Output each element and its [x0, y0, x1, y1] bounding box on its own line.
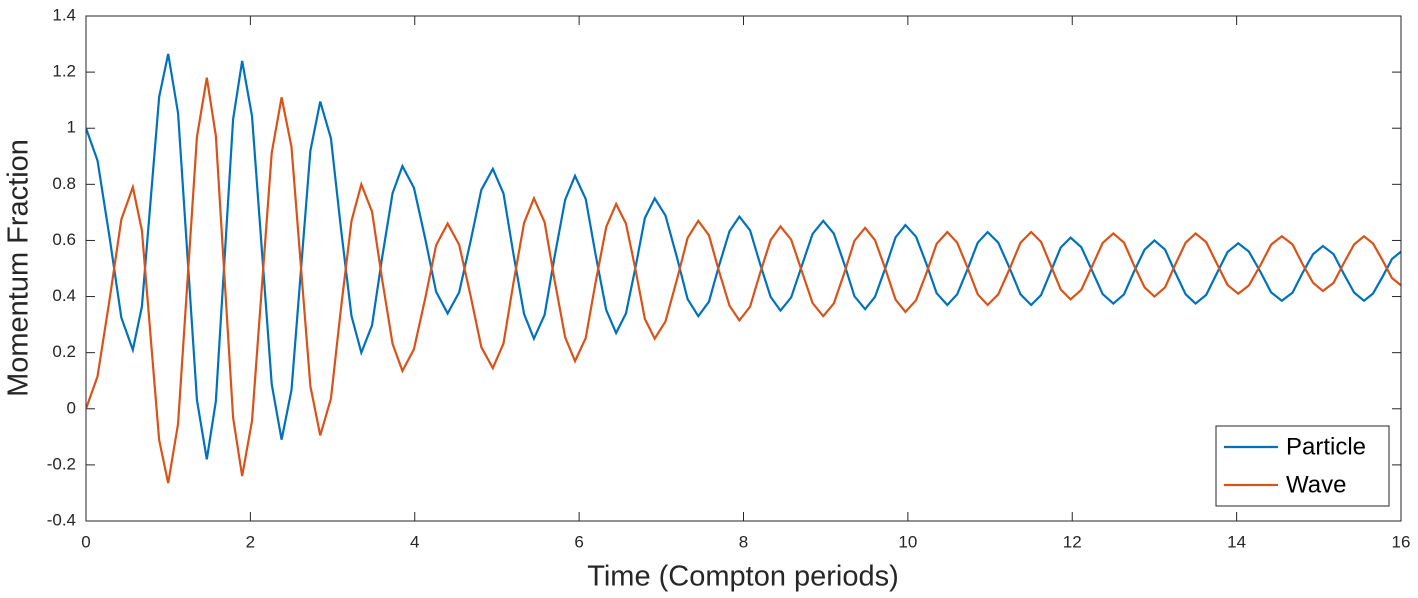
- series-line: [86, 53, 1401, 460]
- y-tick-label: -0.4: [47, 510, 76, 529]
- x-tick-label: 12: [1063, 532, 1082, 551]
- y-tick-label: 1: [67, 118, 76, 137]
- x-tick-label: 16: [1392, 532, 1411, 551]
- axes-box: [85, 15, 1402, 522]
- y-tick-label: 0.6: [52, 230, 76, 249]
- x-tick-label: 10: [898, 532, 917, 551]
- series-line: [86, 77, 1401, 484]
- legend-label: Particle: [1286, 433, 1366, 460]
- y-axis-label: Momentum Fraction: [3, 139, 35, 397]
- legend-label: Wave: [1286, 471, 1346, 498]
- x-tick-label: 8: [739, 532, 748, 551]
- x-axis-label: Time (Compton periods): [587, 561, 899, 593]
- y-tick-label: -0.2: [47, 454, 76, 473]
- y-tick-label: 0.2: [52, 342, 76, 361]
- y-tick-label: 0.8: [52, 174, 76, 193]
- x-tick-label: 6: [574, 532, 583, 551]
- y-tick-label: 0: [67, 398, 76, 417]
- y-tick-label: 1.4: [52, 5, 76, 24]
- x-tick-label: 4: [410, 532, 419, 551]
- legend-box: [1215, 425, 1390, 507]
- x-tick-label: 0: [81, 532, 90, 551]
- x-tick-label: 14: [1227, 532, 1246, 551]
- y-tick-label: 0.4: [52, 286, 76, 305]
- x-tick-label: 2: [246, 532, 255, 551]
- y-tick-label: 1.2: [52, 62, 76, 81]
